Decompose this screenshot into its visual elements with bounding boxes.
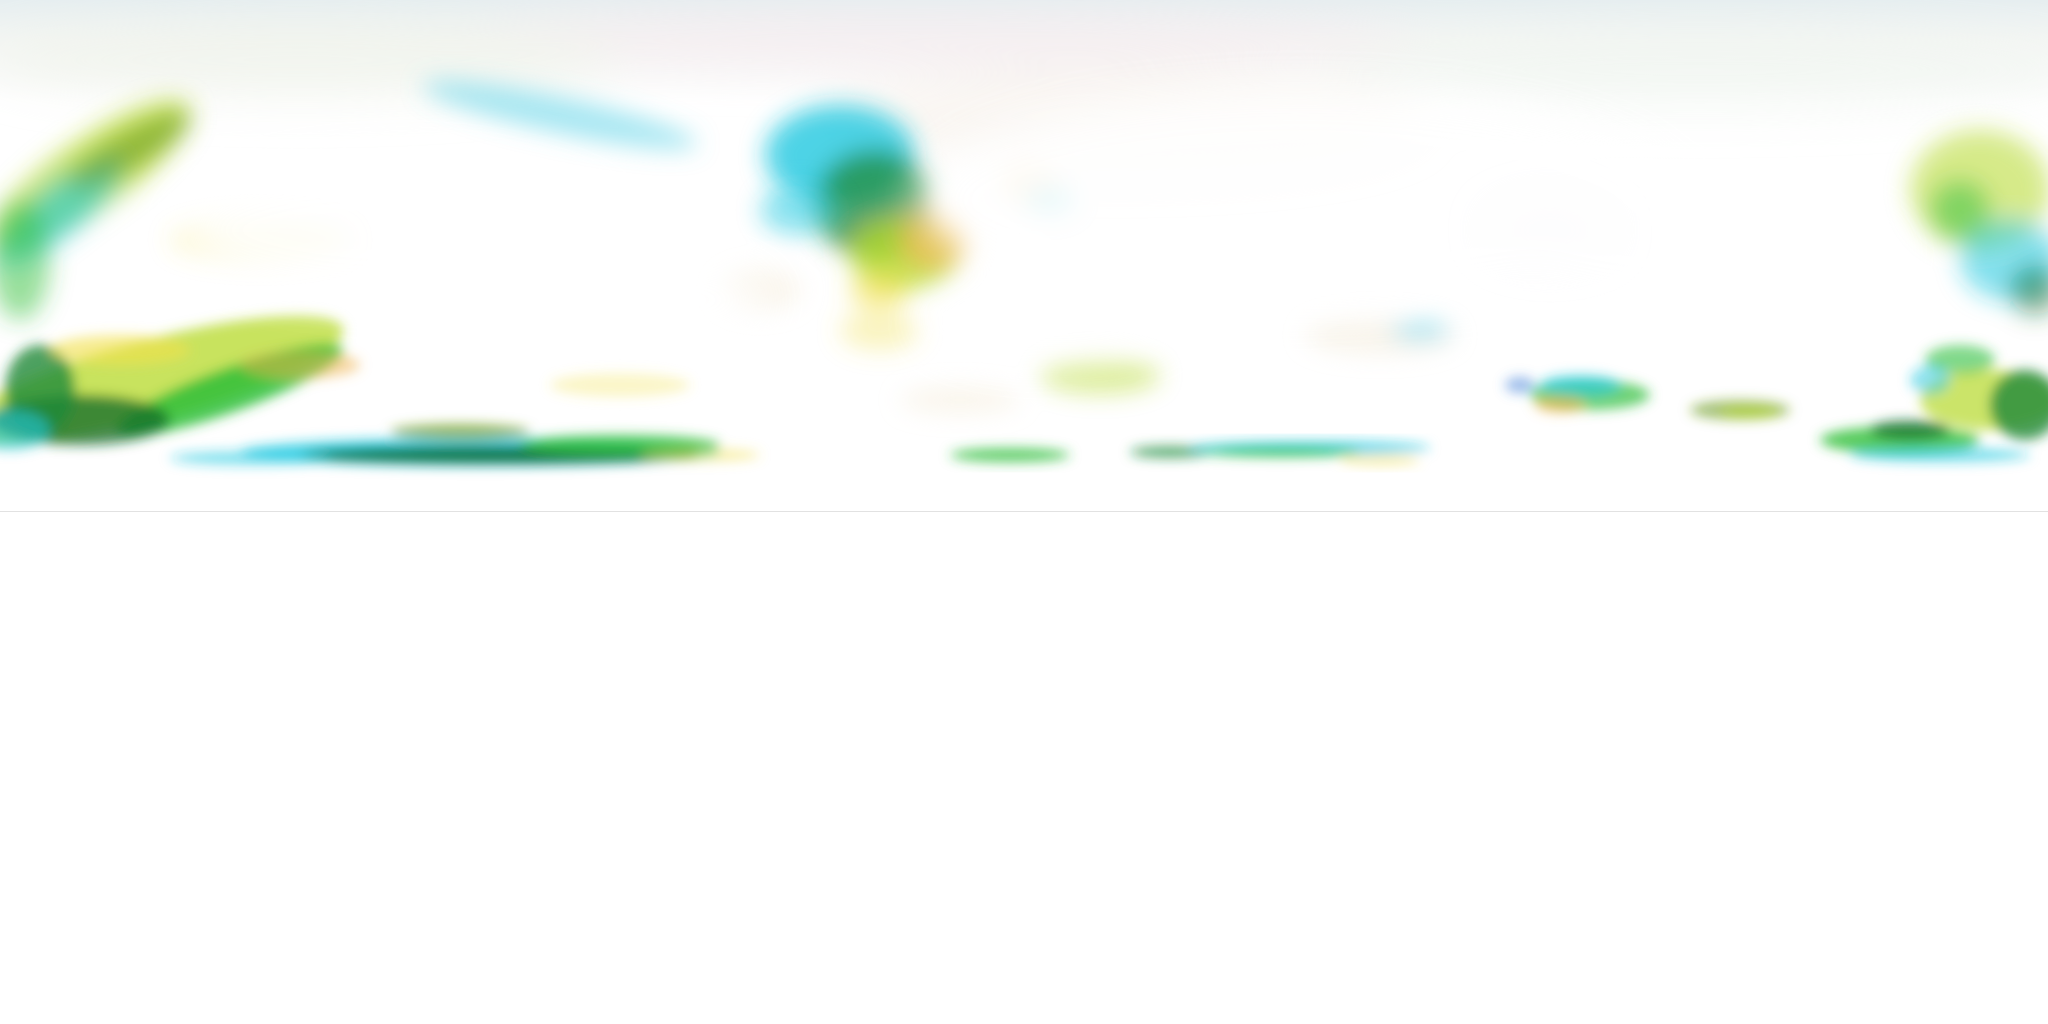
upper-right-foliage [1910,130,2048,315]
right-mid-foliage [1505,375,1790,420]
blank-lower-area [0,512,2048,1024]
ground-band-left [170,373,760,466]
mid-scatter [720,185,1455,412]
ground-band-center [950,441,1430,465]
lower-right-foliage [1820,345,2048,462]
cloud-overlay [180,90,1900,360]
lower-left-foliage [0,315,360,450]
band-divider [0,511,2048,512]
panorama-artwork [0,0,2048,512]
panorama-image [0,0,2048,512]
